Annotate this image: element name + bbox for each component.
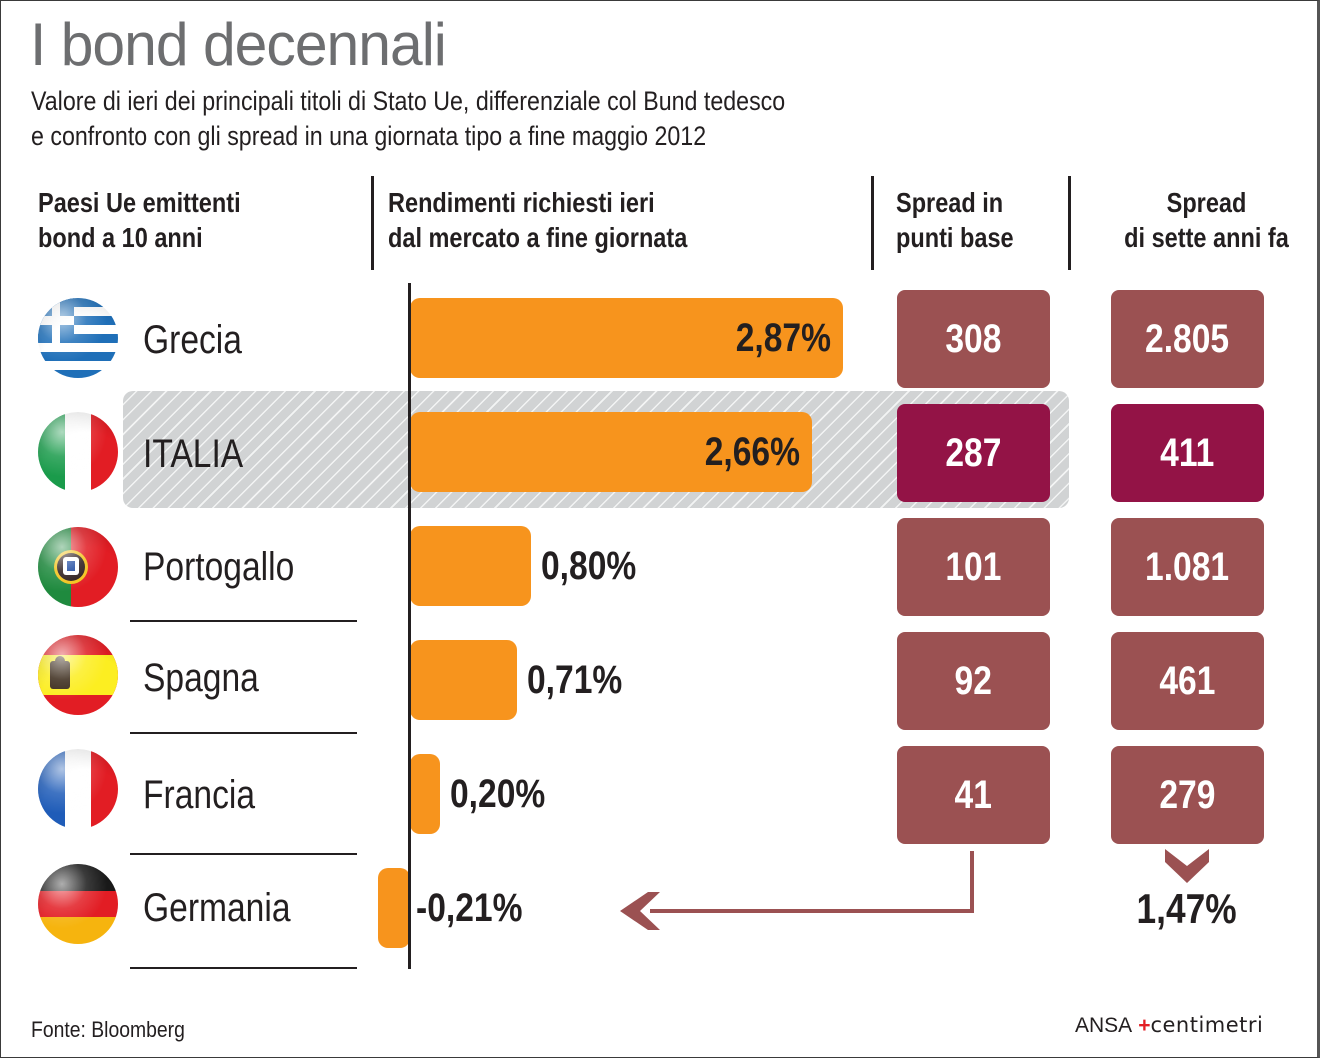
header-spread-then: Spread di sette anni fa bbox=[1108, 185, 1305, 255]
spread-value: 461 bbox=[1159, 658, 1216, 703]
spread-value: 101 bbox=[945, 544, 1002, 589]
country-label: Germania bbox=[143, 886, 291, 930]
spread-now-box: 287 bbox=[897, 404, 1050, 502]
italy-flag-icon bbox=[38, 412, 118, 492]
yield-value-label: 2,87% bbox=[736, 316, 832, 360]
row-divider bbox=[130, 732, 357, 734]
yield-value-label: 0,71% bbox=[527, 658, 623, 702]
header-spread-then-line-2: di sette anni fa bbox=[1124, 222, 1289, 253]
header-yield: Rendimenti richiesti ieri dal mercato a … bbox=[388, 185, 687, 255]
subtitle-line-2: e confronto con gli spread in una giorna… bbox=[31, 121, 707, 151]
country-label: Portogallo bbox=[143, 545, 295, 589]
germany-flag-icon bbox=[38, 864, 118, 944]
header-country-line-1: Paesi Ue emittenti bbox=[38, 187, 241, 218]
germany-yield-seven-years-ago: 1,47% bbox=[1136, 885, 1238, 932]
zero-axis bbox=[408, 283, 411, 969]
yield-value-label: -0,21% bbox=[416, 886, 523, 930]
yield-bar bbox=[378, 868, 410, 948]
row-divider bbox=[130, 967, 357, 969]
yield-bar bbox=[410, 412, 812, 492]
spread-then-box: 2.805 bbox=[1111, 290, 1264, 388]
france-flag-icon bbox=[38, 749, 118, 829]
subtitle-line-1: Valore di ieri dei principali titoli di … bbox=[31, 86, 786, 116]
header-country-line-2: bond a 10 anni bbox=[38, 222, 203, 253]
spread-value: 279 bbox=[1159, 772, 1216, 817]
row-divider bbox=[130, 620, 357, 622]
spread-reference-arrow bbox=[620, 851, 974, 930]
spread-then-box: 279 bbox=[1111, 746, 1264, 844]
yield-bar bbox=[410, 526, 531, 606]
spread-now-box: 308 bbox=[897, 290, 1050, 388]
logo-plus-icon: + bbox=[1138, 1014, 1151, 1037]
spread-now-box: 41 bbox=[897, 746, 1050, 844]
spread-now-box: 101 bbox=[897, 518, 1050, 616]
logo-ansa: ANSA bbox=[1075, 1014, 1133, 1037]
spain-flag-icon bbox=[38, 635, 118, 715]
spread-value: 287 bbox=[945, 430, 1002, 475]
logo-centimetri: centimetri bbox=[1150, 1013, 1264, 1037]
spread-value: 1.081 bbox=[1145, 544, 1230, 589]
yield-bar bbox=[410, 754, 441, 834]
country-label: ITALIA bbox=[143, 432, 244, 476]
header-country: Paesi Ue emittenti bond a 10 anni bbox=[38, 185, 241, 255]
source-note: Fonte: Bloomberg bbox=[31, 1017, 185, 1042]
spread-now-box: 92 bbox=[897, 632, 1050, 730]
greece-flag-icon bbox=[38, 298, 118, 378]
header-spread-then-line-1: Spread bbox=[1166, 187, 1247, 218]
spread-value: 411 bbox=[1160, 430, 1215, 475]
chevron-down-icon bbox=[1165, 849, 1209, 883]
country-label: Spagna bbox=[143, 656, 259, 700]
spread-value: 308 bbox=[945, 316, 1002, 361]
chart-subtitle: Valore di ieri dei principali titoli di … bbox=[31, 84, 785, 154]
country-label: Francia bbox=[143, 773, 256, 817]
chart-title: I bond decennali bbox=[30, 11, 447, 78]
header-spread-now-line-1: Spread in bbox=[896, 187, 1004, 218]
yield-value-label: 0,20% bbox=[450, 772, 546, 816]
header-yield-line-2: dal mercato a fine giornata bbox=[388, 222, 688, 253]
ansa-centimetri-logo: ANSA +centimetri bbox=[1075, 1013, 1263, 1038]
yield-bar bbox=[410, 640, 518, 720]
spread-then-box: 411 bbox=[1111, 404, 1264, 502]
row-divider bbox=[130, 853, 357, 855]
spread-then-box: 461 bbox=[1111, 632, 1264, 730]
yield-bar bbox=[410, 298, 844, 378]
header-yield-line-1: Rendimenti richiesti ieri bbox=[388, 187, 655, 218]
spread-then-box: 1.081 bbox=[1111, 518, 1264, 616]
spread-value: 41 bbox=[954, 772, 993, 817]
header-spread-now: Spread in punti base bbox=[896, 185, 1014, 255]
header-divider bbox=[1068, 176, 1071, 270]
header-divider bbox=[371, 176, 374, 270]
yield-value-label: 0,80% bbox=[540, 544, 637, 588]
country-label: Grecia bbox=[143, 318, 242, 362]
header-divider bbox=[871, 176, 874, 270]
header-spread-now-line-2: punti base bbox=[896, 222, 1014, 253]
spread-value: 2.805 bbox=[1145, 316, 1230, 361]
spread-value: 92 bbox=[954, 658, 993, 703]
yield-value-label: 2,66% bbox=[704, 430, 800, 474]
